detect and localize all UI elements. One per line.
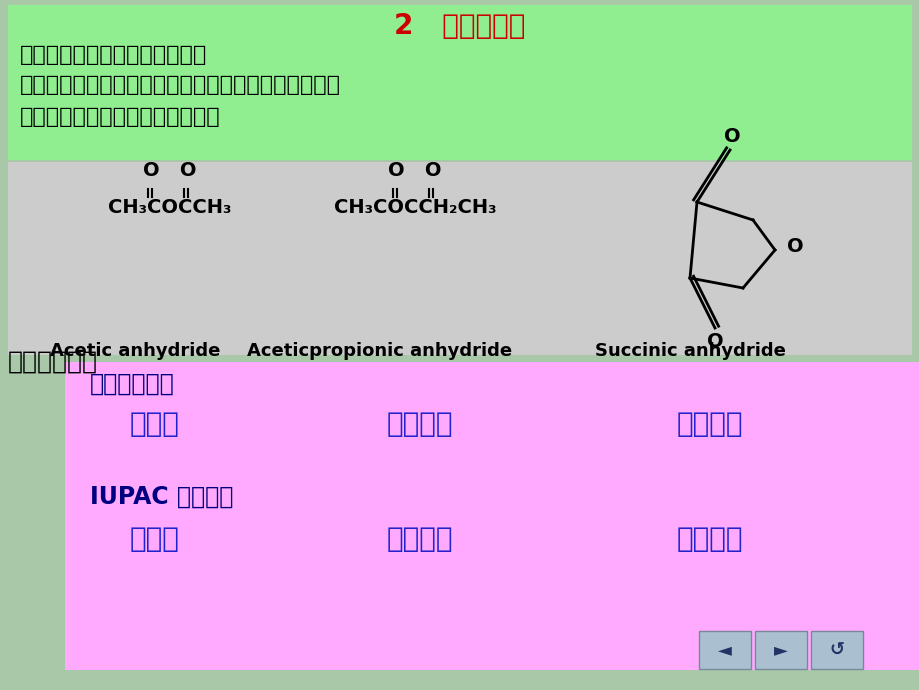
Text: 丁二酸酐: 丁二酸酐	[676, 410, 743, 438]
Text: 丁二酸酐: 丁二酸酐	[676, 525, 743, 553]
Text: 普通命名法：: 普通命名法：	[90, 372, 175, 396]
Text: CH₃COCCH₃: CH₃COCCH₃	[108, 198, 232, 217]
Text: O   O: O O	[388, 161, 441, 180]
Text: 常用英文命名: 常用英文命名	[8, 350, 98, 374]
FancyBboxPatch shape	[698, 631, 750, 669]
Text: Succinic anhydride: Succinic anhydride	[594, 342, 785, 360]
Text: 乙丙酸酐: 乙丙酸酐	[386, 525, 453, 553]
Text: IUPAC 命名法：: IUPAC 命名法：	[90, 485, 233, 509]
Text: Acetic anhydride: Acetic anhydride	[50, 342, 220, 360]
Text: 单酐：在羧酸的名称后加酐字；: 单酐：在羧酸的名称后加酐字；	[20, 45, 207, 65]
Text: O   O: O O	[143, 161, 197, 180]
Text: 2   酸酐的命名: 2 酸酐的命名	[394, 12, 525, 40]
Text: ◄: ◄	[718, 641, 732, 659]
FancyBboxPatch shape	[65, 362, 919, 670]
FancyBboxPatch shape	[811, 631, 862, 669]
Text: O: O	[786, 237, 803, 255]
FancyBboxPatch shape	[8, 5, 911, 160]
FancyBboxPatch shape	[754, 631, 806, 669]
Text: 乙丙酸酐: 乙丙酸酐	[386, 410, 453, 438]
Text: Aceticpropionic anhydride: Aceticpropionic anhydride	[247, 342, 512, 360]
Text: 混酐：将简单的酸放前面，复杂的酸放后面再加酐字；: 混酐：将简单的酸放前面，复杂的酸放后面再加酐字；	[20, 75, 341, 95]
Text: ►: ►	[773, 641, 787, 659]
Text: O: O	[723, 127, 740, 146]
Text: O: O	[706, 332, 722, 351]
Text: ↺: ↺	[829, 641, 844, 659]
Text: 环酐：在二元酸的名称后加酐字。: 环酐：在二元酸的名称后加酐字。	[20, 107, 221, 127]
Text: 醋酸酐: 醋酸酐	[130, 410, 180, 438]
Text: CH₃COCCH₂CH₃: CH₃COCCH₂CH₃	[334, 198, 495, 217]
FancyBboxPatch shape	[8, 162, 911, 355]
Text: 乙酸酐: 乙酸酐	[130, 525, 180, 553]
